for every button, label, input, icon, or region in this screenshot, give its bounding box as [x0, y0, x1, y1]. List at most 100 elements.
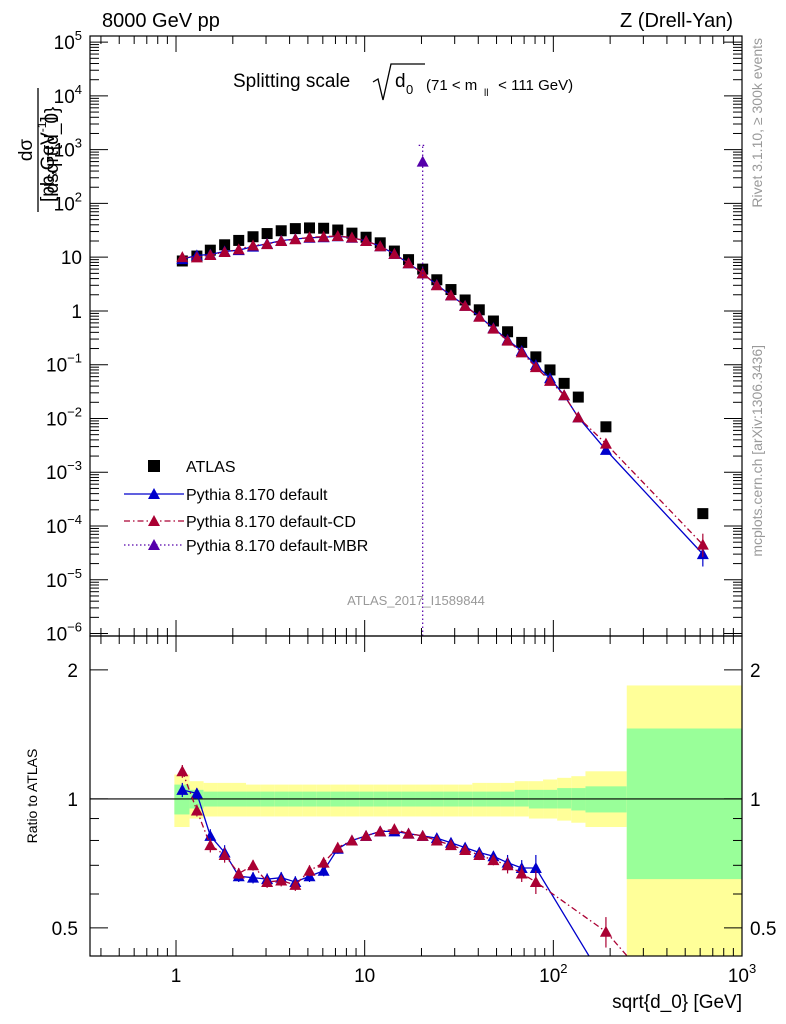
svg-text:[pb,GeV-1]: [pb,GeV-1]	[35, 116, 59, 202]
title-range-end: < 111 GeV)	[494, 77, 573, 94]
legend-label: Pythia 8.170 default-MBR	[186, 538, 368, 555]
mc-data-point	[218, 245, 231, 257]
units-sup: -1	[35, 121, 49, 132]
ratio-data-point	[600, 978, 612, 989]
x-tick-label: 1	[171, 966, 182, 987]
title-main: Splitting scale	[233, 71, 350, 92]
mc-data-point	[275, 235, 288, 247]
mc-data-point	[374, 240, 387, 252]
y-axis-label-denominator: dsqrt{d_0}	[42, 107, 63, 194]
ratio-data-point	[303, 864, 316, 876]
mc-data-point	[558, 389, 571, 401]
mc-series-line	[182, 235, 704, 555]
ratio-data-point	[430, 834, 443, 846]
atlas-data-point	[275, 225, 287, 237]
ratio-data-point	[416, 829, 429, 841]
plot-title: Splitting scale d 0 (71 < m ll < 111 GeV…	[233, 63, 573, 101]
title-range: (71 < m	[426, 77, 477, 94]
mbr-data-point	[416, 155, 429, 167]
y-tick-label: 10−6	[46, 620, 82, 646]
x-tick-label: 102	[539, 961, 567, 987]
y-tick-label: 10−4	[46, 512, 82, 538]
legend-marker	[148, 515, 160, 526]
atlas-data-point	[473, 304, 485, 316]
atlas-data-point	[219, 239, 231, 251]
ratio-data-point	[275, 874, 288, 886]
y-axis-label: dσ dsqrt{d_0}	[16, 88, 63, 212]
ratio-data-point	[459, 844, 472, 856]
x-tick-label: 103	[728, 961, 756, 987]
atlas-data-point	[697, 508, 709, 520]
ratio-data-point	[232, 867, 245, 879]
ratio-data-point	[501, 859, 514, 871]
y-tick-label: 1	[71, 302, 82, 323]
atlas-data-point	[247, 231, 259, 243]
ratio-data-point	[176, 765, 189, 777]
ratio-data-point	[345, 834, 358, 846]
atlas-data-point	[530, 351, 542, 363]
mc-data-point	[317, 230, 330, 242]
ratio-panel-axes: 1 10 102 103 0.5 0.5 1 1 2 2	[52, 636, 776, 987]
ratio-data-point	[444, 839, 457, 851]
ratio-data-point	[473, 848, 486, 860]
legend-label: Pythia 8.170 default	[186, 487, 328, 504]
x-axis-label: sqrt{d_0} [GeV]	[612, 992, 742, 1013]
units-base: [pb,GeV	[38, 132, 59, 202]
ratio-data-point	[331, 841, 344, 853]
atlas-data-point	[558, 377, 570, 389]
atlas-data-point	[487, 315, 499, 327]
ratio-y-tick-label-right: 2	[750, 661, 761, 682]
title-symbol-sub: 0	[406, 82, 413, 97]
ratio-data-point	[247, 871, 260, 883]
mc-data-point	[430, 279, 443, 291]
mc-data-point	[501, 334, 514, 346]
ratio-panel-series	[176, 764, 629, 989]
legend: ATLAS Pythia 8.170 default Pythia 8.170 de…	[124, 459, 368, 555]
top-panel-series	[176, 144, 709, 636]
y-axis-label-units: [pb,GeV-1]	[35, 116, 59, 202]
mc-data-point	[473, 310, 486, 322]
atlas-data-point	[233, 234, 245, 246]
atlas-data-point	[572, 391, 584, 403]
atlas-data-point	[304, 222, 316, 234]
header-right: Z (Drell-Yan)	[620, 10, 733, 32]
mc-data-point	[232, 243, 245, 255]
ratio-y-tick-label: 1	[67, 790, 78, 811]
mc-data-point	[360, 235, 373, 247]
y-tick-label: 105	[54, 28, 82, 54]
atlas-data-point	[318, 222, 330, 234]
y-tick-label: 104	[54, 82, 82, 108]
ratio-series-line	[181, 771, 629, 956]
ratio-data-point	[529, 861, 542, 873]
legend-label: ATLAS	[186, 459, 236, 476]
mc-data-point	[204, 248, 217, 260]
y-tick-label: 10−2	[46, 404, 82, 430]
ratio-data-point	[218, 848, 231, 860]
y-tick-label: 10−1	[46, 351, 82, 377]
ratio-data-point	[204, 839, 217, 851]
ratio-y-axis-label: Ratio to ATLAS	[24, 749, 40, 844]
sqrt-sign-icon	[372, 63, 425, 101]
mc-data-point	[289, 233, 302, 245]
mc-data-point	[261, 238, 274, 250]
ratio-y-tick-label: 2	[67, 661, 78, 682]
mc-data-point	[515, 346, 528, 358]
legend-marker	[148, 488, 160, 499]
atlas-data-point	[502, 326, 514, 338]
ratio-data-point	[317, 864, 330, 876]
mcplots-label: mcplots.cern.ch [arXiv:1306.3436]	[749, 345, 765, 557]
ratio-data-point	[402, 827, 415, 839]
mc-data-point	[459, 299, 472, 311]
rivet-label: Rivet 3.1.10, ≥ 300k events	[749, 38, 765, 208]
mc-data-point	[345, 231, 358, 243]
ratio-data-point	[261, 875, 274, 887]
y-tick-label: 10−5	[46, 566, 82, 592]
y-axis-label-numerator: dσ	[16, 139, 37, 162]
mc-data-point	[544, 374, 557, 386]
mc-data-point	[402, 257, 415, 269]
mc-data-point	[388, 247, 401, 259]
legend-label: Pythia 8.170 default-CD	[186, 514, 356, 531]
mc-data-point	[247, 239, 260, 251]
